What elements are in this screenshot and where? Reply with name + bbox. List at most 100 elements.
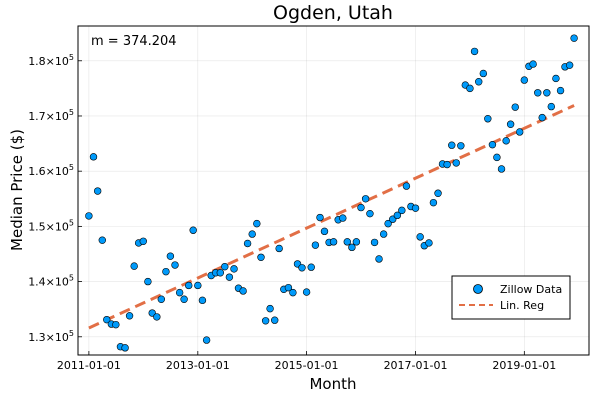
data-point	[243, 239, 252, 248]
data-point	[284, 283, 293, 292]
data-point	[479, 69, 488, 78]
data-point	[457, 142, 465, 150]
data-point	[257, 253, 265, 261]
data-point	[185, 281, 193, 290]
x-tick-label: 2013-01-01	[166, 359, 230, 372]
data-point	[452, 159, 460, 167]
data-point	[175, 288, 184, 297]
data-point	[443, 160, 451, 169]
data-point	[379, 230, 388, 238]
data-point	[393, 211, 402, 220]
chart-title: Ogden, Utah	[273, 2, 393, 24]
data-point	[339, 214, 347, 222]
data-point	[516, 128, 524, 136]
data-point	[398, 206, 406, 215]
x-tick-label: 2015-01-01	[275, 359, 339, 372]
data-point	[157, 295, 166, 303]
data-point	[370, 238, 379, 247]
data-point	[570, 34, 578, 42]
data-point	[93, 187, 102, 195]
data-point	[448, 141, 456, 149]
x-tick-label: 2011-01-01	[57, 359, 121, 372]
data-point	[153, 313, 161, 321]
data-point	[361, 195, 370, 203]
data-point	[103, 315, 111, 324]
data-point	[194, 281, 202, 290]
data-point	[425, 239, 433, 247]
y-tick-label: 1.7×105	[28, 108, 74, 123]
data-point	[112, 320, 120, 329]
x-axis: 2011-01-01 2013-01-01 2015-01-01 2017-01-01…	[57, 351, 556, 372]
data-point	[348, 243, 356, 252]
data-point	[366, 209, 374, 218]
y-tick-label: 1.3×105	[28, 329, 74, 344]
data-point	[343, 238, 351, 246]
data-point	[434, 189, 442, 197]
data-point	[384, 219, 392, 228]
data-point	[216, 269, 225, 277]
data-point	[248, 230, 256, 238]
data-point	[271, 316, 279, 324]
y-axis: 1.3×105 1.4×105 1.5×105 1.6×105 1.7×105 1.8×1…	[28, 53, 82, 344]
data-point	[552, 74, 560, 83]
data-point	[275, 244, 283, 253]
data-point	[230, 265, 238, 273]
data-point	[511, 103, 519, 111]
data-point	[225, 273, 234, 281]
data-point	[221, 262, 229, 271]
data-point	[261, 317, 270, 325]
data-point	[534, 89, 542, 97]
scatter-points	[85, 34, 578, 352]
data-point	[125, 312, 134, 320]
data-point	[416, 233, 424, 241]
data-point	[429, 198, 438, 207]
data-point	[162, 267, 170, 276]
legend-label-scatter: Zillow Data	[500, 283, 562, 296]
data-point	[316, 213, 324, 222]
y-tick-label: 1.4×105	[28, 274, 74, 289]
data-point	[198, 296, 207, 305]
data-point	[543, 89, 551, 97]
data-point	[139, 237, 147, 245]
data-point	[375, 255, 383, 263]
data-point	[302, 288, 311, 296]
data-point	[121, 344, 129, 352]
data-point	[466, 84, 474, 93]
data-point	[289, 288, 297, 297]
data-point	[475, 78, 483, 86]
data-point	[98, 236, 106, 244]
data-point	[565, 61, 574, 69]
data-point	[547, 102, 555, 111]
data-point	[357, 203, 365, 212]
legend-label-line: Lin. Reg	[500, 299, 544, 312]
data-point	[180, 295, 188, 303]
data-point	[520, 76, 529, 84]
y-tick-label: 1.6×105	[28, 163, 74, 178]
data-point	[202, 336, 211, 344]
data-point	[239, 287, 247, 295]
data-point	[502, 137, 510, 145]
data-point	[266, 304, 274, 313]
data-point	[488, 140, 497, 149]
data-point	[493, 153, 501, 162]
x-axis-title: Month	[309, 375, 356, 393]
slope-annotation: m = 374.204	[91, 34, 177, 49]
data-point	[556, 86, 565, 95]
data-point	[470, 47, 479, 56]
data-point	[506, 120, 515, 128]
data-point	[352, 238, 361, 246]
y-tick-label: 1.5×105	[28, 218, 74, 233]
data-point	[166, 252, 175, 260]
legend-marker-scatter	[473, 284, 483, 294]
plot-frame	[77, 25, 590, 356]
data-point	[311, 241, 320, 249]
data-point	[411, 204, 420, 212]
data-point	[538, 113, 546, 122]
data-point	[529, 60, 537, 68]
x-tick-label: 2019-01-01	[492, 359, 556, 372]
data-point	[253, 219, 261, 228]
data-point	[329, 238, 338, 246]
data-point	[130, 262, 138, 270]
